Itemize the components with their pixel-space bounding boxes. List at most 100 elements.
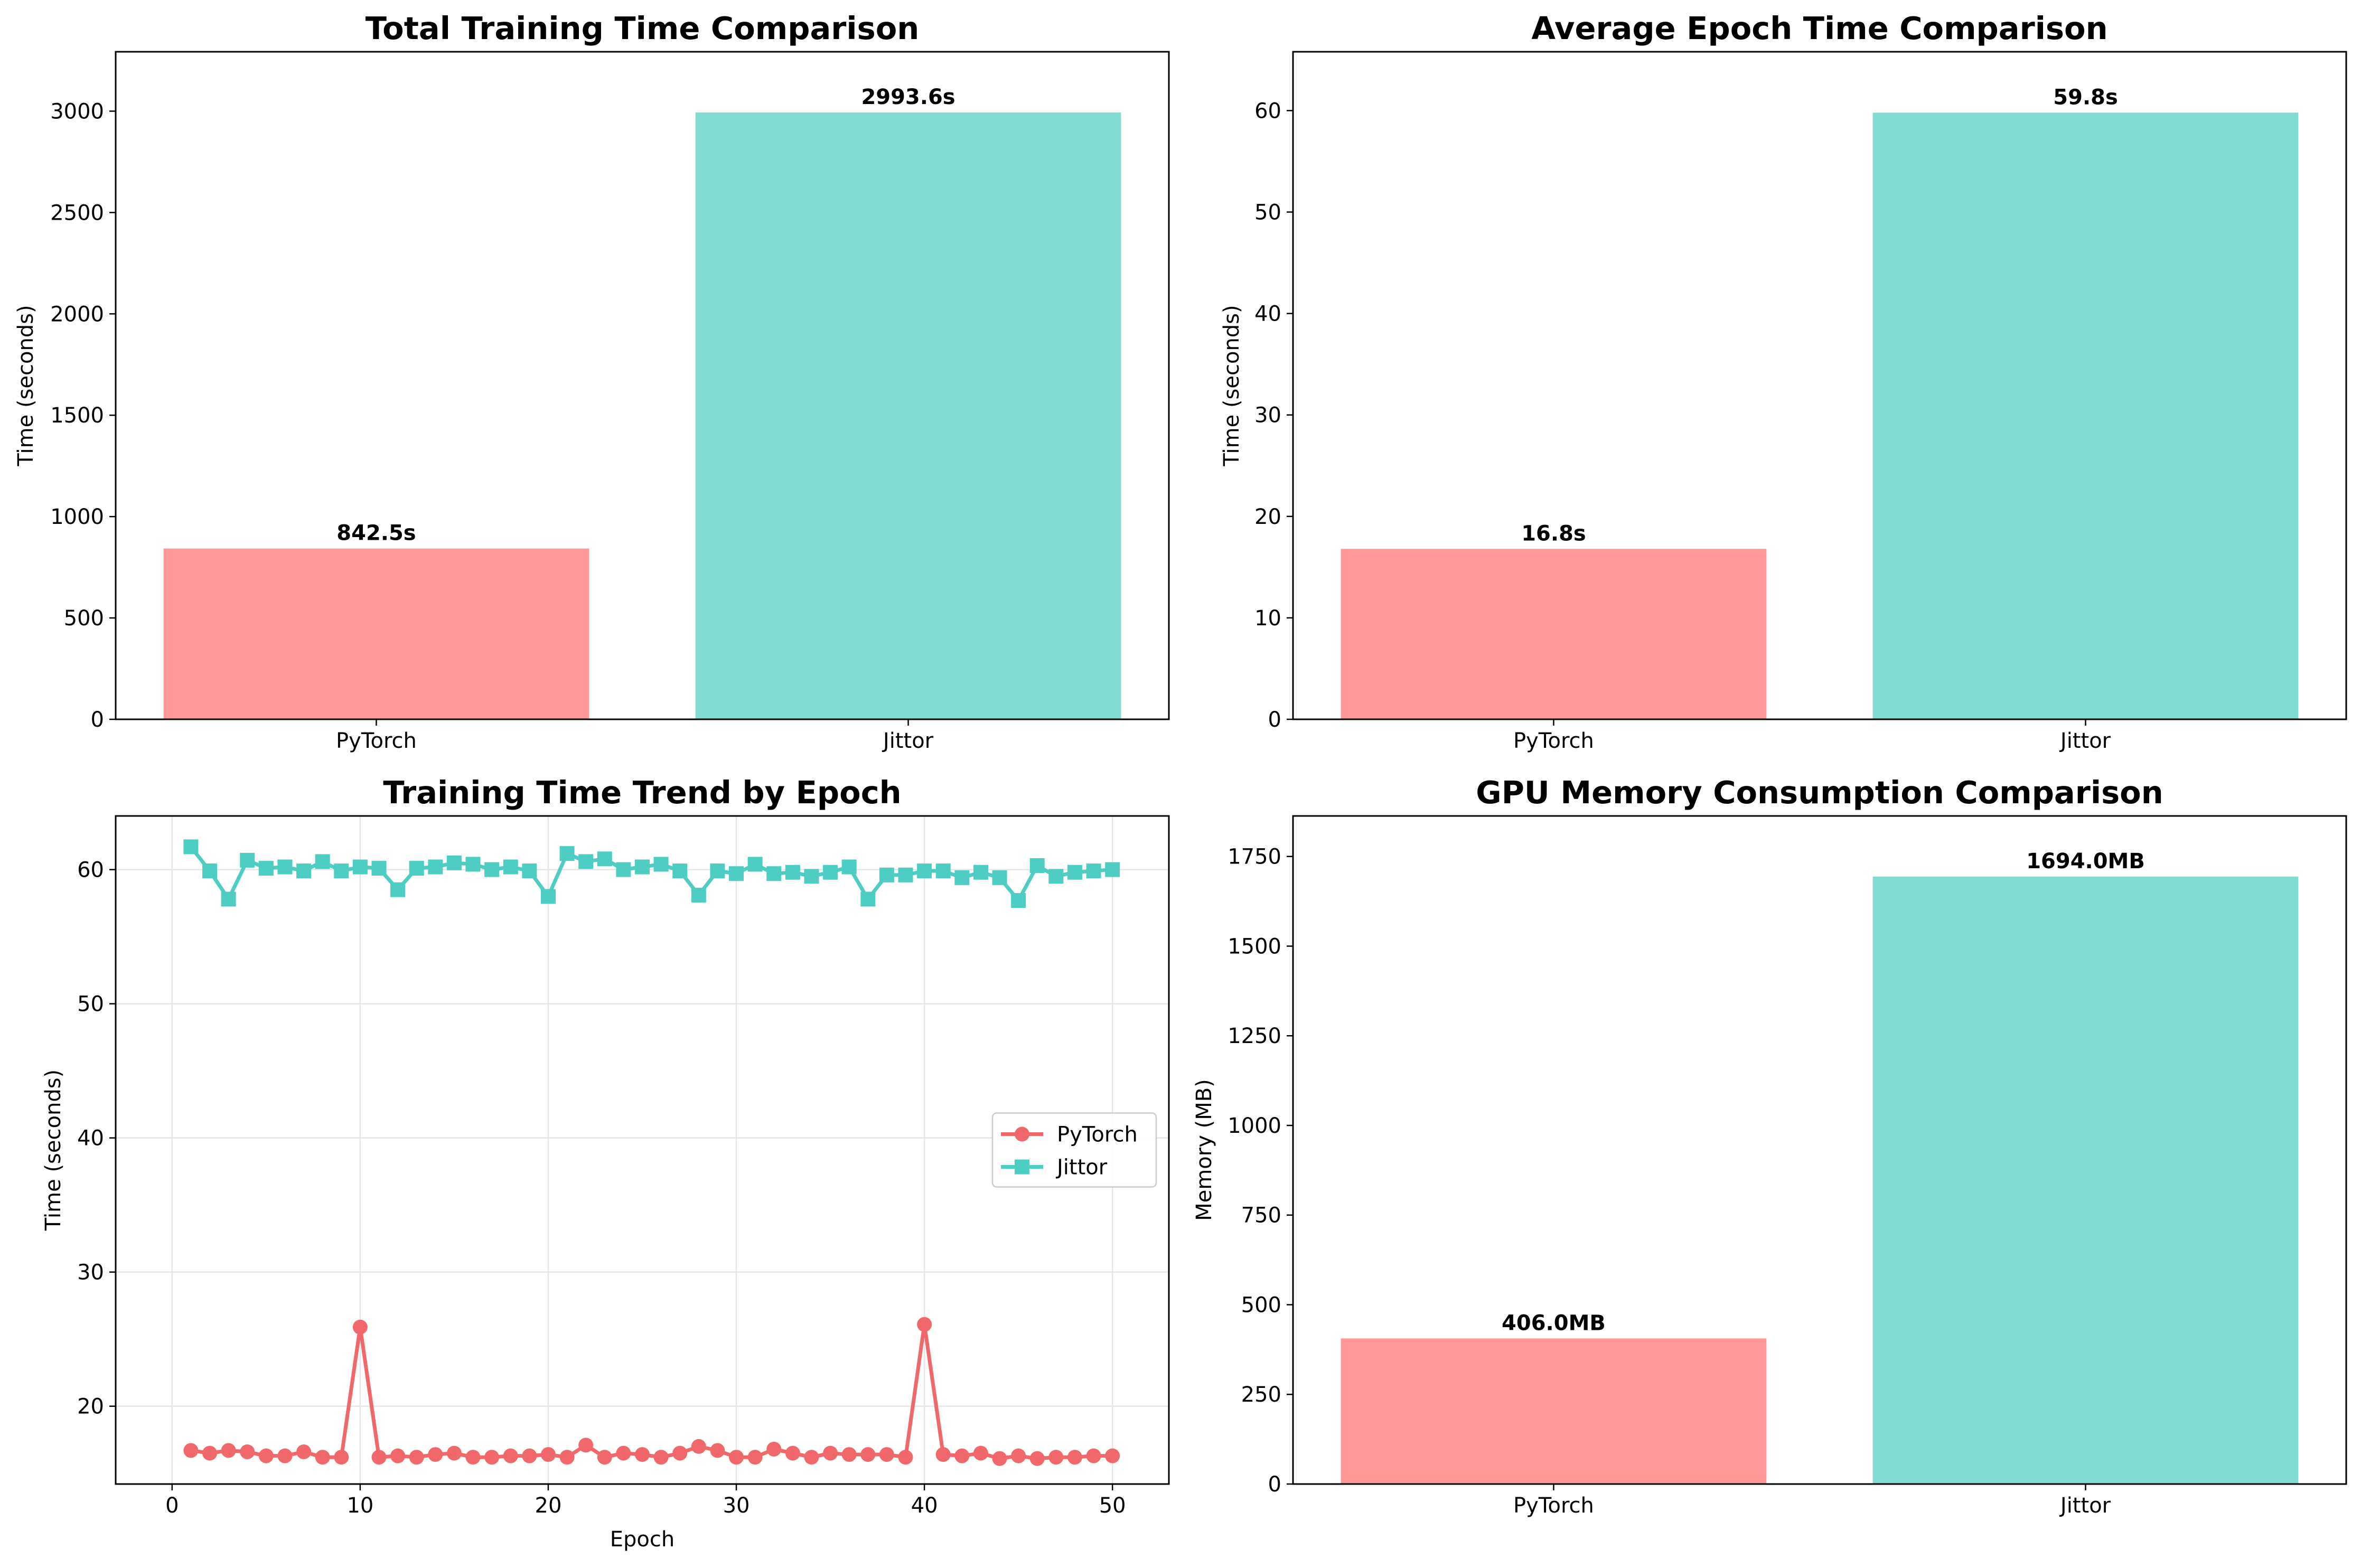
x-tick-label: Jittor xyxy=(2059,1494,2111,1518)
chart-memory: 406.0MB PyTorch 1694.0MB Jittor 0 250 500 750 10… xyxy=(1192,774,2347,1518)
point-pytorch xyxy=(578,1438,594,1453)
point-jittor xyxy=(390,882,406,897)
bar-pytorch xyxy=(1341,1338,1767,1484)
point-jittor xyxy=(823,865,838,880)
y-tick-label: 3000 xyxy=(50,99,104,124)
point-pytorch xyxy=(296,1444,312,1460)
bar-value-label: 59.8s xyxy=(2053,85,2118,109)
y-tick-label: 1000 xyxy=(1228,1114,1281,1138)
point-jittor xyxy=(954,870,970,885)
x-tick-label: PyTorch xyxy=(336,729,417,753)
y-tick-label: 250 xyxy=(1241,1383,1281,1407)
y-tick-label: 2000 xyxy=(50,302,104,326)
y-tick-label: 50 xyxy=(77,992,104,1017)
plot-frame xyxy=(1292,51,2347,720)
x-tick-label: PyTorch xyxy=(1513,729,1594,753)
bar-value-label: 406.0MB xyxy=(1502,1311,1606,1335)
point-pytorch xyxy=(390,1448,406,1463)
point-pytorch xyxy=(221,1443,236,1458)
point-jittor xyxy=(597,851,612,867)
chart-avg: 16.8s PyTorch 59.8s Jittor 0 10 20 30 40 50 60 Aver… xyxy=(1220,10,2347,753)
point-pytorch xyxy=(1086,1448,1101,1463)
point-jittor xyxy=(409,861,424,876)
point-jittor xyxy=(672,863,688,879)
point-pytorch xyxy=(729,1450,744,1465)
point-pytorch xyxy=(1029,1451,1045,1466)
point-jittor xyxy=(1029,858,1045,873)
point-pytorch xyxy=(465,1450,481,1465)
point-jittor xyxy=(352,859,368,875)
point-jittor xyxy=(465,857,481,872)
bar-value-label: 842.5s xyxy=(336,521,416,546)
point-pytorch xyxy=(917,1317,932,1332)
point-pytorch xyxy=(766,1441,782,1457)
point-pytorch xyxy=(597,1450,612,1465)
plot-frame xyxy=(115,815,1170,1485)
point-pytorch xyxy=(879,1447,894,1462)
y-tick-label: 500 xyxy=(64,606,104,631)
y-tick-label: 1500 xyxy=(50,403,104,428)
plot-frame xyxy=(115,51,1170,720)
point-pytorch xyxy=(1105,1448,1120,1463)
point-jittor xyxy=(917,863,932,879)
point-jittor xyxy=(635,859,650,875)
point-jittor xyxy=(258,861,274,876)
bar-value-label: 16.8s xyxy=(1521,521,1586,546)
point-jittor xyxy=(898,867,913,882)
point-jittor xyxy=(371,861,387,876)
legend-label: Jittor xyxy=(1055,1156,1108,1180)
point-pytorch xyxy=(371,1450,387,1465)
point-jittor xyxy=(653,857,669,872)
point-jittor xyxy=(973,865,988,880)
point-jittor xyxy=(860,891,876,907)
y-tick-label: 10 xyxy=(1254,606,1281,631)
y-tick-label: 0 xyxy=(1268,1472,1281,1497)
y-axis-label: Time (seconds) xyxy=(41,1069,65,1231)
point-jittor xyxy=(334,863,349,879)
point-pytorch xyxy=(277,1448,293,1463)
y-tick-label: 40 xyxy=(77,1126,104,1151)
point-pytorch xyxy=(785,1445,800,1461)
y-axis-label: Time (seconds) xyxy=(14,305,38,466)
x-tick-label: PyTorch xyxy=(1513,1494,1594,1518)
legend-marker-jittor xyxy=(1015,1159,1029,1175)
point-jittor xyxy=(935,863,951,879)
point-pytorch xyxy=(841,1447,857,1462)
point-pytorch xyxy=(428,1447,443,1462)
point-pytorch xyxy=(258,1448,274,1463)
y-tick-label: 1500 xyxy=(1228,934,1281,959)
y-tick-label: 500 xyxy=(1241,1293,1281,1317)
x-tick-label: 10 xyxy=(346,1494,373,1518)
chart-title: Average Epoch Time Comparison xyxy=(1531,10,2107,46)
y-axis-label: Memory (MB) xyxy=(1192,1079,1216,1221)
plot-frame xyxy=(1292,815,2347,1485)
point-pytorch xyxy=(315,1450,330,1465)
y-tick-label: 60 xyxy=(77,858,104,882)
x-tick-label: 30 xyxy=(723,1494,750,1518)
point-pytorch xyxy=(691,1439,706,1454)
point-pytorch xyxy=(240,1444,255,1460)
point-pytorch xyxy=(1067,1450,1082,1465)
y-axis-label: Time (seconds) xyxy=(1220,305,1244,466)
point-pytorch xyxy=(446,1445,462,1461)
point-jittor xyxy=(446,855,462,870)
chart-title: Training Time Trend by Epoch xyxy=(383,774,901,811)
y-tick-label: 1750 xyxy=(1228,845,1281,869)
point-pytorch xyxy=(352,1319,368,1335)
point-jittor xyxy=(522,863,537,879)
bar-jittor xyxy=(1872,876,2299,1484)
point-jittor xyxy=(1105,862,1120,877)
point-jittor xyxy=(428,859,443,875)
point-jittor xyxy=(240,852,255,868)
point-pytorch xyxy=(616,1445,631,1461)
y-tick-label: 30 xyxy=(1254,403,1281,428)
bar-pytorch xyxy=(163,548,589,719)
point-jittor xyxy=(1011,893,1026,908)
y-tick-label: 0 xyxy=(91,708,104,732)
point-jittor xyxy=(710,863,725,879)
bar-jittor xyxy=(695,112,1121,719)
y-tick-label: 40 xyxy=(1254,302,1281,326)
point-pytorch xyxy=(334,1450,349,1465)
y-tick-label: 50 xyxy=(1254,201,1281,225)
